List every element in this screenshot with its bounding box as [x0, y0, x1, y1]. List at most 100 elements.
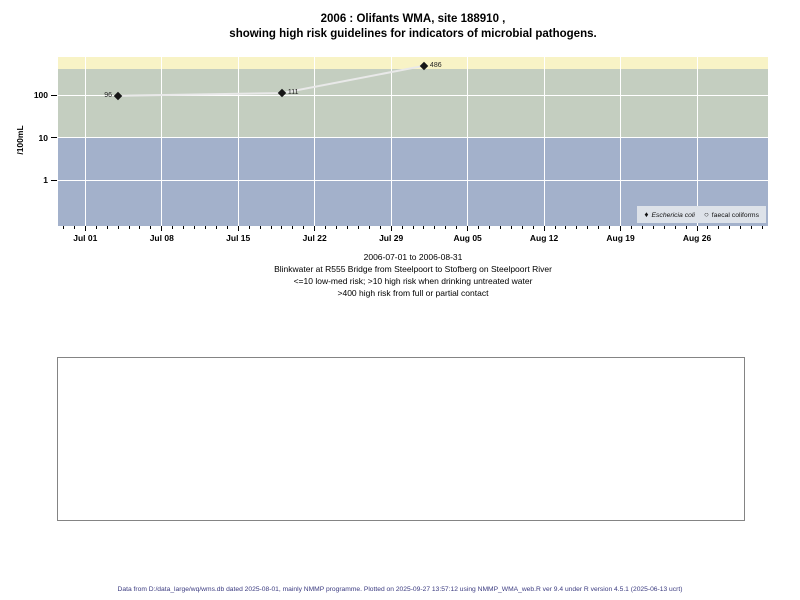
x-tick-mark [390, 226, 392, 231]
caption-site-description: Blinkwater at R555 Bridge from Steelpoor… [274, 264, 552, 274]
x-minor-tick-mark [194, 226, 196, 229]
x-minor-tick-mark [674, 226, 676, 229]
x-tick-mark [237, 226, 239, 231]
risk-band-10-400-high-risk-drinking [58, 69, 768, 138]
x-minor-tick-mark [478, 226, 480, 229]
x-minor-tick-mark [248, 226, 250, 229]
x-minor-tick-mark [95, 226, 97, 229]
x-minor-tick-mark [598, 226, 600, 229]
x-minor-tick-mark [357, 226, 359, 229]
legend-label-faecal-coliforms: faecal coliforms [711, 211, 759, 219]
y-tick-mark [51, 94, 57, 96]
plot-panel: 96 111 486 ♦ Eschericia coli ○ faecal colifo… [58, 57, 768, 226]
x-minor-tick-mark [379, 226, 381, 229]
x-gridline [696, 57, 698, 226]
chart-area: /100mL 96 111 486 ♦ Eschericia coli ○ faecal… [0, 0, 800, 250]
chart-title-line2: showing high risk guidelines for indicat… [229, 28, 597, 40]
x-minor-tick-mark [488, 226, 490, 229]
x-minor-tick-mark [183, 226, 185, 229]
x-minor-tick-mark [325, 226, 327, 229]
y-tick-mark [51, 179, 57, 181]
caption-date-range: 2006-07-01 to 2006-08-31 [363, 252, 463, 262]
x-gridline [620, 57, 622, 226]
x-minor-tick-mark [652, 226, 654, 229]
x-tick-mark [543, 226, 545, 231]
x-minor-tick-mark [139, 226, 141, 229]
caption-risk-guideline-1: <=10 low-med risk; >10 high risk when dr… [293, 276, 533, 286]
x-minor-tick-mark [226, 226, 228, 229]
x-gridline [161, 57, 163, 226]
x-minor-tick-mark [259, 226, 261, 229]
x-tick-label: Aug 26 [682, 233, 712, 243]
x-minor-tick-mark [423, 226, 425, 229]
x-minor-tick-mark [663, 226, 665, 229]
x-tick-label: Aug 05 [453, 233, 482, 243]
risk-band-above-400-high-risk-contact [58, 57, 768, 70]
x-minor-tick-mark [270, 226, 272, 229]
x-minor-tick-mark [62, 226, 64, 229]
y-gridline [58, 94, 768, 96]
x-minor-tick-mark [499, 226, 501, 229]
x-minor-tick-mark [412, 226, 414, 229]
x-gridline [84, 57, 86, 226]
y-tick-mark [51, 137, 57, 139]
x-minor-tick-mark [445, 226, 447, 229]
x-minor-tick-mark [281, 226, 283, 229]
x-minor-tick-mark [641, 226, 643, 229]
legend-item-ecoli: ♦ Eschericia coli [644, 210, 695, 219]
y-gridline [58, 137, 768, 139]
x-minor-tick-mark [303, 226, 305, 229]
x-tick-label: Aug 12 [529, 233, 559, 243]
x-tick-mark [696, 226, 698, 231]
chart-title: 2006 : Olifants WMA, site 188910 , showi… [26, 12, 800, 42]
x-minor-tick-mark [456, 226, 458, 229]
x-tick-mark [161, 226, 163, 231]
x-minor-tick-mark [532, 226, 534, 229]
x-gridline [467, 57, 469, 226]
x-minor-tick-mark [609, 226, 611, 229]
y-tick-label: 10 [38, 132, 48, 143]
open-circle-icon: ○ [703, 209, 709, 219]
x-minor-tick-mark [172, 226, 174, 229]
x-gridline [314, 57, 316, 226]
x-minor-tick-mark [401, 226, 403, 229]
data-point-label: 111 [287, 89, 299, 97]
x-minor-tick-mark [587, 226, 589, 229]
x-tick-mark [620, 226, 622, 231]
chart-caption: 2006-07-01 to 2006-08-31 Blinkwater at R… [26, 251, 800, 299]
x-minor-tick-mark [215, 226, 217, 229]
x-gridline [390, 57, 392, 226]
x-tick-label: Jul 29 [379, 233, 404, 243]
x-minor-tick-mark [336, 226, 338, 229]
x-minor-tick-mark [729, 226, 731, 229]
x-minor-tick-mark [73, 226, 75, 229]
x-gridline [237, 57, 239, 226]
caption-risk-guideline-2: >400 high risk from full or partial cont… [337, 288, 489, 298]
x-minor-tick-mark [346, 226, 348, 229]
x-tick-label: Jul 22 [302, 233, 327, 243]
x-minor-tick-mark [762, 226, 764, 229]
x-minor-tick-mark [751, 226, 753, 229]
x-tick-mark [314, 226, 316, 231]
x-minor-tick-mark [740, 226, 742, 229]
x-minor-tick-mark [521, 226, 523, 229]
footer-note: Data from D:/data_large/wq/wms.db dated … [117, 586, 683, 593]
x-minor-tick-mark [718, 226, 720, 229]
x-minor-tick-mark [117, 226, 119, 229]
empty-panel [57, 357, 745, 521]
x-minor-tick-mark [128, 226, 130, 229]
x-minor-tick-mark [434, 226, 436, 229]
x-minor-tick-mark [630, 226, 632, 229]
x-tick-mark [467, 226, 469, 231]
legend-item-faecal-coliforms: ○ faecal coliforms [703, 209, 759, 219]
x-minor-tick-mark [576, 226, 578, 229]
x-tick-label: Jul 08 [149, 233, 174, 243]
data-point-label: 486 [429, 61, 442, 69]
x-minor-tick-mark [565, 226, 567, 229]
x-minor-tick-mark [510, 226, 512, 229]
y-tick-label: 1 [43, 175, 48, 186]
chart-title-line1: 2006 : Olifants WMA, site 188910 , [320, 13, 506, 25]
series-line [118, 64, 425, 97]
x-minor-tick-mark [150, 226, 152, 229]
